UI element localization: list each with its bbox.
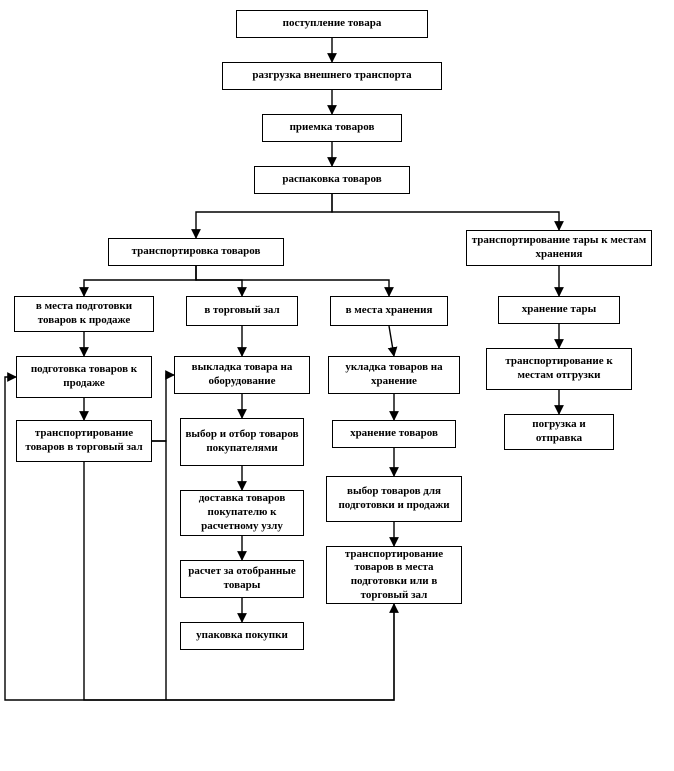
node-n7: в места подготовки товаров к продаже xyxy=(14,296,154,332)
node-n20: выбор товаров для подготовки и продажи xyxy=(326,476,462,522)
node-label: укладка товаров на хранение xyxy=(333,361,455,389)
node-label: транспортировка товаров xyxy=(132,245,261,259)
node-label: разгрузка внешнего транспорта xyxy=(252,69,411,83)
node-n12: выкладка товара на оборудование xyxy=(174,356,310,394)
node-n6: транспортирование тары к местам хранения xyxy=(466,230,652,266)
node-label: выкладка товара на оборудование xyxy=(179,361,305,389)
node-label: погрузка и отправка xyxy=(509,418,609,446)
node-n10: хранение тары xyxy=(498,296,620,324)
node-label: поступление товара xyxy=(283,17,382,31)
node-n11: подготовка товаров к продаже xyxy=(16,356,152,398)
node-label: упаковка покупки xyxy=(196,629,288,643)
flowchart-canvas: поступление товара разгрузка внешнего тра… xyxy=(0,0,674,771)
node-n23: упаковка покупки xyxy=(180,622,304,650)
node-n5: транспортировка товаров xyxy=(108,238,284,266)
node-n2: разгрузка внешнего транспорта xyxy=(222,62,442,90)
node-n14: транспортирование к местам отгрузки xyxy=(486,348,632,390)
node-n1: поступление товара xyxy=(236,10,428,38)
node-label: в места подготовки товаров к продаже xyxy=(19,300,149,328)
node-n9: в места хранения xyxy=(330,296,448,326)
node-label: транспортирование товаров в места подгот… xyxy=(331,548,457,603)
node-n19: доставка товаров покупателю к расчетному… xyxy=(180,490,304,536)
node-label: расчет за отобранные товары xyxy=(185,565,299,593)
node-label: транспортирование тары к местам хранения xyxy=(471,234,647,262)
node-label: транспортирование к местам отгрузки xyxy=(491,355,627,383)
node-label: в торговый зал xyxy=(204,304,279,318)
node-n13: укладка товаров на хранение xyxy=(328,356,460,394)
node-n21: расчет за отобранные товары xyxy=(180,560,304,598)
node-label: распаковка товаров xyxy=(282,173,381,187)
node-n15: транспортирование товаров в торговый зал xyxy=(16,420,152,462)
node-label: подготовка товаров к продаже xyxy=(21,363,147,391)
node-label: транспортирование товаров в торговый зал xyxy=(21,427,147,455)
node-label: хранение товаров xyxy=(350,427,438,441)
node-label: выбор товаров для подготовки и продажи xyxy=(331,485,457,513)
node-n22: транспортирование товаров в места подгот… xyxy=(326,546,462,604)
node-n4: распаковка товаров xyxy=(254,166,410,194)
node-n8: в торговый зал xyxy=(186,296,298,326)
node-label: доставка товаров покупателю к расчетному… xyxy=(185,492,299,533)
node-label: приемка товаров xyxy=(290,121,375,135)
node-n3: приемка товаров xyxy=(262,114,402,142)
node-label: хранение тары xyxy=(522,303,596,317)
node-n16: выбор и отбор товаров покупателями xyxy=(180,418,304,466)
node-n17: хранение товаров xyxy=(332,420,456,448)
node-n18: погрузка и отправка xyxy=(504,414,614,450)
node-label: выбор и отбор товаров покупателями xyxy=(185,428,299,456)
node-label: в места хранения xyxy=(346,304,433,318)
